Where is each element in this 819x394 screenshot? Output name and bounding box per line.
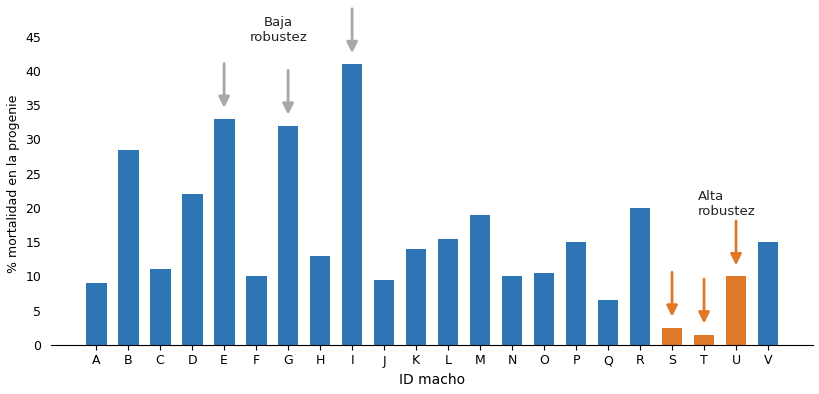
- Bar: [278, 126, 298, 345]
- Bar: [342, 64, 362, 345]
- Bar: [501, 276, 522, 345]
- Bar: [118, 150, 138, 345]
- Y-axis label: % mortalidad en la progenie: % mortalidad en la progenie: [7, 95, 20, 273]
- Bar: [629, 208, 649, 345]
- Bar: [310, 256, 330, 345]
- Bar: [150, 269, 170, 345]
- Bar: [86, 283, 106, 345]
- Bar: [757, 242, 777, 345]
- Text: Baja
robustez: Baja robustez: [249, 16, 307, 44]
- Bar: [214, 119, 234, 345]
- Bar: [437, 239, 458, 345]
- Bar: [533, 273, 554, 345]
- Bar: [182, 194, 202, 345]
- X-axis label: ID macho: ID macho: [399, 373, 464, 387]
- Bar: [725, 276, 745, 345]
- Bar: [693, 335, 713, 345]
- Bar: [405, 249, 426, 345]
- Bar: [597, 300, 618, 345]
- Bar: [565, 242, 586, 345]
- Bar: [373, 280, 394, 345]
- Bar: [246, 276, 266, 345]
- Bar: [661, 328, 681, 345]
- Bar: [469, 215, 490, 345]
- Text: Alta
robustez: Alta robustez: [697, 190, 754, 218]
